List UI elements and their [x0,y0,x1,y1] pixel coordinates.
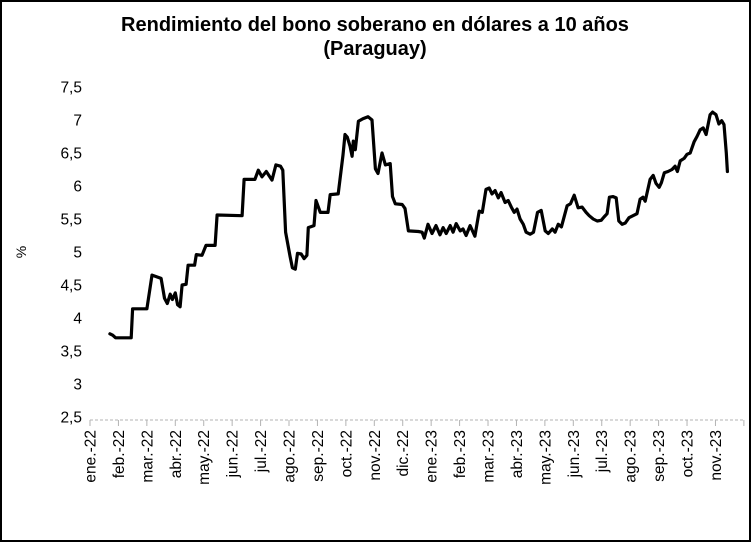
x-tick-label: feb.-22 [111,430,128,478]
y-tick-label: 6,5 [60,146,82,163]
yield-line-series [108,110,729,340]
y-tick-label: 3,5 [60,344,82,361]
chart-title-line2: (Paraguay) [323,38,426,60]
x-tick-label: abr.-22 [168,430,185,478]
x-tick-label: ene.-23 [424,430,441,483]
x-tick-label: oct.-23 [680,430,697,477]
y-tick-label: 5,5 [60,212,82,229]
y-axis-tick-labels: 7,5 7 6,5 6 5,5 5 4,5 4 3,5 3 2,5 [60,80,82,427]
x-axis [89,419,745,426]
y-tick-label: 2,5 [60,410,82,427]
x-tick-label: jul.-23 [594,430,611,473]
y-tick-label: 6 [73,179,82,196]
y-tick-label: 7,5 [60,80,82,97]
x-axis-tick-labels: ene.-22 feb.-22 mar.-22 abr.-22 may.-22 jun.-… [83,430,725,485]
y-tick-label: 4 [73,311,82,328]
x-tick-label: jun.-22 [225,430,242,478]
y-tick-label: 3 [73,377,82,394]
x-tick-label: nov.-23 [708,430,725,481]
x-tick-label: oct.-22 [338,430,355,477]
x-tick-label: ene.-22 [83,430,100,483]
x-tick-label: feb.-23 [452,430,469,478]
x-tick-label: sep.-22 [310,430,327,482]
x-tick-label: ago.-22 [282,430,299,483]
y-tick-label: 7 [73,113,82,130]
x-tick-label: may.-22 [196,430,213,485]
y-tick-label: 5 [73,245,82,262]
x-tick-label: jun.-23 [566,430,583,478]
x-tick-label: abr.-23 [509,430,526,478]
chart-title-line1: Rendimiento del bono soberano en dólares… [121,14,629,36]
y-axis-unit-label: % [13,246,29,258]
y-tick-label: 4,5 [60,278,82,295]
x-tick-label: sep.-23 [651,430,668,482]
x-tick-label: ago.-23 [623,430,640,483]
x-tick-label: may.-23 [537,430,554,485]
x-tick-label: mar.-23 [481,430,498,483]
x-tick-label: nov.-22 [367,430,384,481]
x-tick-label: mar.-22 [139,430,156,483]
x-tick-label: dic.-22 [395,430,412,477]
x-tick-label: jul.-22 [253,430,270,473]
